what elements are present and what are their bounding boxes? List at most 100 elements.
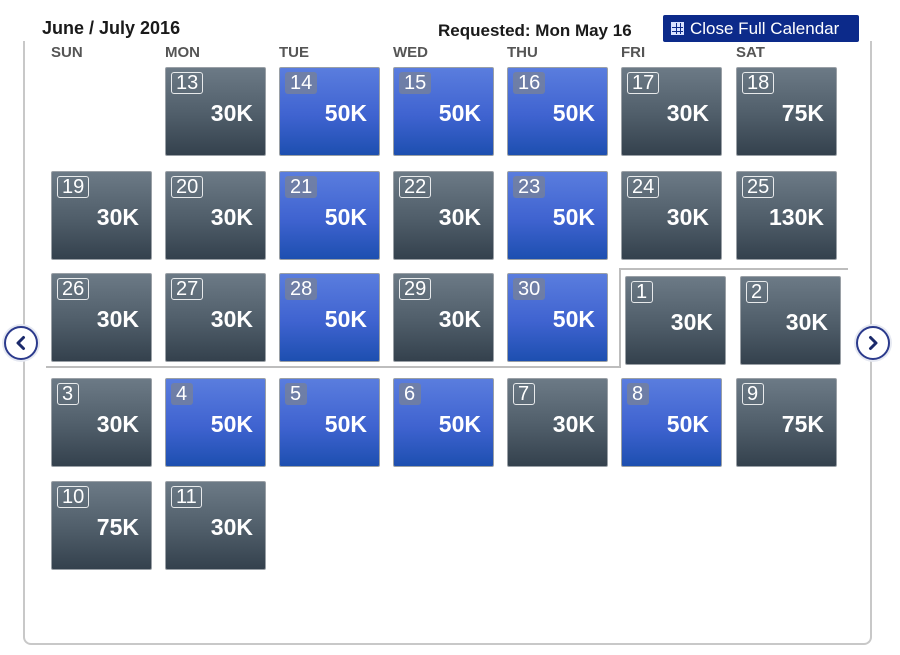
day-cell[interactable]: 10 75K xyxy=(51,481,152,570)
day-price: 50K xyxy=(324,204,367,230)
day-cell[interactable]: 5 50K xyxy=(279,378,380,467)
day-cell[interactable]: 28 50K xyxy=(279,273,380,362)
day-price: 30K xyxy=(670,309,713,335)
day-number: 19 xyxy=(57,176,90,198)
day-price: 130K xyxy=(769,204,824,230)
day-number: 10 xyxy=(57,486,90,508)
weekday-1: MON xyxy=(165,44,200,61)
weekday-5: FRI xyxy=(621,44,646,61)
day-price: 50K xyxy=(324,100,367,126)
day-number: 30 xyxy=(513,278,546,300)
calendar-icon xyxy=(671,22,684,35)
day-number: 14 xyxy=(285,72,318,94)
day-number: 22 xyxy=(399,176,432,198)
day-price: 30K xyxy=(785,309,828,335)
day-number: 4 xyxy=(171,383,193,405)
day-price: 50K xyxy=(210,411,253,437)
day-price: 50K xyxy=(324,306,367,332)
day-cell[interactable]: 8 50K xyxy=(621,378,722,467)
day-price: 50K xyxy=(552,306,595,332)
day-cell[interactable]: 7 30K xyxy=(507,378,608,467)
day-cell[interactable]: 18 75K xyxy=(736,67,837,156)
day-number: 13 xyxy=(171,72,204,94)
day-cell[interactable]: 13 30K xyxy=(165,67,266,156)
day-price: 30K xyxy=(210,204,253,230)
day-number: 28 xyxy=(285,278,318,300)
day-cell[interactable]: 4 50K xyxy=(165,378,266,467)
day-number: 15 xyxy=(399,72,432,94)
day-number: 26 xyxy=(57,278,90,300)
day-number: 2 xyxy=(746,281,768,303)
day-cell[interactable]: 11 30K xyxy=(165,481,266,570)
day-cell[interactable]: 17 30K xyxy=(621,67,722,156)
day-cell[interactable]: 26 30K xyxy=(51,273,152,362)
weekday-6: SAT xyxy=(736,44,765,61)
day-cell[interactable]: 25 130K xyxy=(736,171,837,260)
prev-month-button[interactable] xyxy=(4,326,38,360)
day-price: 30K xyxy=(438,306,481,332)
month-divider xyxy=(46,366,621,368)
day-number: 18 xyxy=(742,72,775,94)
day-cell[interactable]: 9 75K xyxy=(736,378,837,467)
day-price: 30K xyxy=(96,204,139,230)
day-price: 75K xyxy=(781,100,824,126)
close-full-calendar-button[interactable]: Close Full Calendar xyxy=(663,15,859,42)
day-price: 50K xyxy=(552,204,595,230)
day-price: 30K xyxy=(210,100,253,126)
requested-date: Requested: Mon May 16 xyxy=(438,21,632,40)
day-number: 9 xyxy=(742,383,764,405)
month-divider xyxy=(619,268,621,368)
day-number: 24 xyxy=(627,176,660,198)
day-price: 50K xyxy=(552,100,595,126)
day-cell[interactable]: 20 30K xyxy=(165,171,266,260)
calendar-title: June / July 2016 xyxy=(42,18,181,38)
day-cell[interactable]: 14 50K xyxy=(279,67,380,156)
day-number: 1 xyxy=(631,281,653,303)
day-price: 50K xyxy=(438,411,481,437)
day-number: 25 xyxy=(742,176,775,198)
day-number: 27 xyxy=(171,278,204,300)
day-price: 30K xyxy=(96,411,139,437)
day-number: 16 xyxy=(513,72,546,94)
day-number: 11 xyxy=(171,486,202,508)
day-cell[interactable]: 2 30K xyxy=(740,276,841,365)
day-number: 29 xyxy=(399,278,432,300)
day-price: 30K xyxy=(210,514,253,540)
day-price: 50K xyxy=(666,411,709,437)
day-cell[interactable]: 23 50K xyxy=(507,171,608,260)
day-cell[interactable]: 24 30K xyxy=(621,171,722,260)
day-cell[interactable]: 29 30K xyxy=(393,273,494,362)
day-price: 75K xyxy=(96,514,139,540)
chevron-left-icon xyxy=(16,336,25,350)
day-number: 23 xyxy=(513,176,546,198)
day-price: 30K xyxy=(96,306,139,332)
day-number: 21 xyxy=(285,176,318,198)
close-full-calendar-label: Close Full Calendar xyxy=(690,18,840,38)
day-cell[interactable]: 22 30K xyxy=(393,171,494,260)
day-cell[interactable]: 19 30K xyxy=(51,171,152,260)
day-price: 30K xyxy=(210,306,253,332)
day-number: 3 xyxy=(57,383,79,405)
weekday-2: TUE xyxy=(279,44,309,61)
day-cell[interactable]: 6 50K xyxy=(393,378,494,467)
month-divider xyxy=(619,268,848,270)
day-price: 30K xyxy=(666,204,709,230)
day-cell[interactable]: 1 30K xyxy=(625,276,726,365)
weekday-3: WED xyxy=(393,44,428,61)
day-cell[interactable]: 21 50K xyxy=(279,171,380,260)
day-price: 30K xyxy=(666,100,709,126)
day-price: 30K xyxy=(438,204,481,230)
day-price: 50K xyxy=(324,411,367,437)
day-price: 50K xyxy=(438,100,481,126)
day-cell[interactable]: 3 30K xyxy=(51,378,152,467)
day-cell[interactable]: 16 50K xyxy=(507,67,608,156)
day-cell[interactable]: 27 30K xyxy=(165,273,266,362)
day-number: 6 xyxy=(399,383,421,405)
weekday-4: THU xyxy=(507,44,538,61)
day-price: 75K xyxy=(781,411,824,437)
next-month-button[interactable] xyxy=(856,326,890,360)
day-number: 7 xyxy=(513,383,535,405)
day-cell[interactable]: 30 50K xyxy=(507,273,608,362)
day-price: 30K xyxy=(552,411,595,437)
day-cell[interactable]: 15 50K xyxy=(393,67,494,156)
